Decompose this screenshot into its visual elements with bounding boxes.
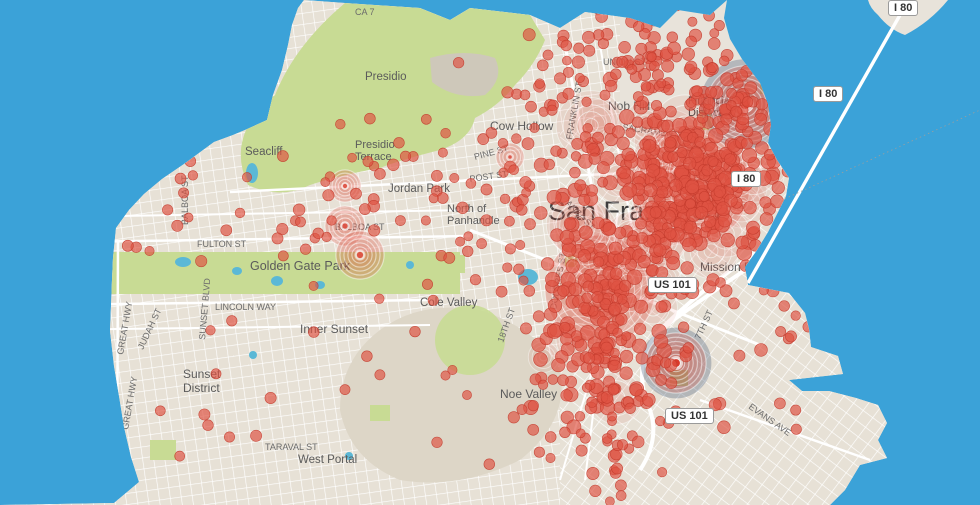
svg-text:West Portal: West Portal bbox=[298, 454, 357, 466]
svg-text:Noe Valley: Noe Valley bbox=[500, 387, 557, 401]
svg-text:FULTON ST: FULTON ST bbox=[197, 239, 247, 249]
svg-text:Golden Gate Park: Golden Gate Park bbox=[250, 259, 351, 273]
svg-text:District: District bbox=[183, 381, 220, 395]
svg-text:Presidio: Presidio bbox=[365, 71, 407, 83]
svg-text:CA 7: CA 7 bbox=[355, 7, 375, 17]
svg-text:LINCOLN WAY: LINCOLN WAY bbox=[215, 302, 276, 312]
svg-text:Cow Hollow: Cow Hollow bbox=[490, 119, 554, 133]
svg-text:Presidio: Presidio bbox=[355, 139, 395, 151]
svg-text:TARAVAL ST: TARAVAL ST bbox=[265, 442, 318, 452]
